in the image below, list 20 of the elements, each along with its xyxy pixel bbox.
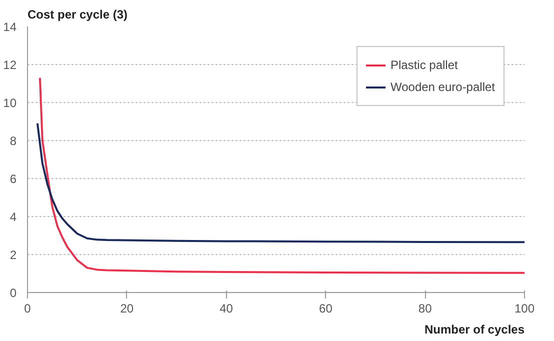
y-tick-label: 12 bbox=[3, 58, 17, 72]
line-series bbox=[36, 122, 524, 244]
x-tick-label: 60 bbox=[319, 302, 333, 316]
legend-label: Wooden euro-pallet bbox=[390, 80, 495, 94]
x-tick-label: 80 bbox=[418, 302, 432, 316]
y-tick-label: 14 bbox=[3, 20, 17, 34]
x-tick-label: 40 bbox=[220, 302, 234, 316]
x-tick-label: 0 bbox=[24, 302, 32, 316]
x-tick-label: 20 bbox=[120, 302, 134, 316]
x-tick-label: 100 bbox=[514, 302, 535, 316]
y-tick-label: 0 bbox=[10, 286, 17, 300]
line-series bbox=[38, 76, 524, 274]
y-tick-label: 6 bbox=[10, 172, 17, 186]
x-axis-title: Number of cycles bbox=[424, 322, 525, 336]
y-axis-title: Cost per cycle (3) bbox=[28, 8, 128, 22]
y-tick-label: 2 bbox=[10, 248, 17, 262]
legend-label: Plastic pallet bbox=[390, 58, 458, 72]
y-tick-label: 10 bbox=[3, 96, 17, 110]
y-tick-label: 4 bbox=[10, 210, 17, 224]
y-tick-label: 8 bbox=[10, 134, 17, 148]
